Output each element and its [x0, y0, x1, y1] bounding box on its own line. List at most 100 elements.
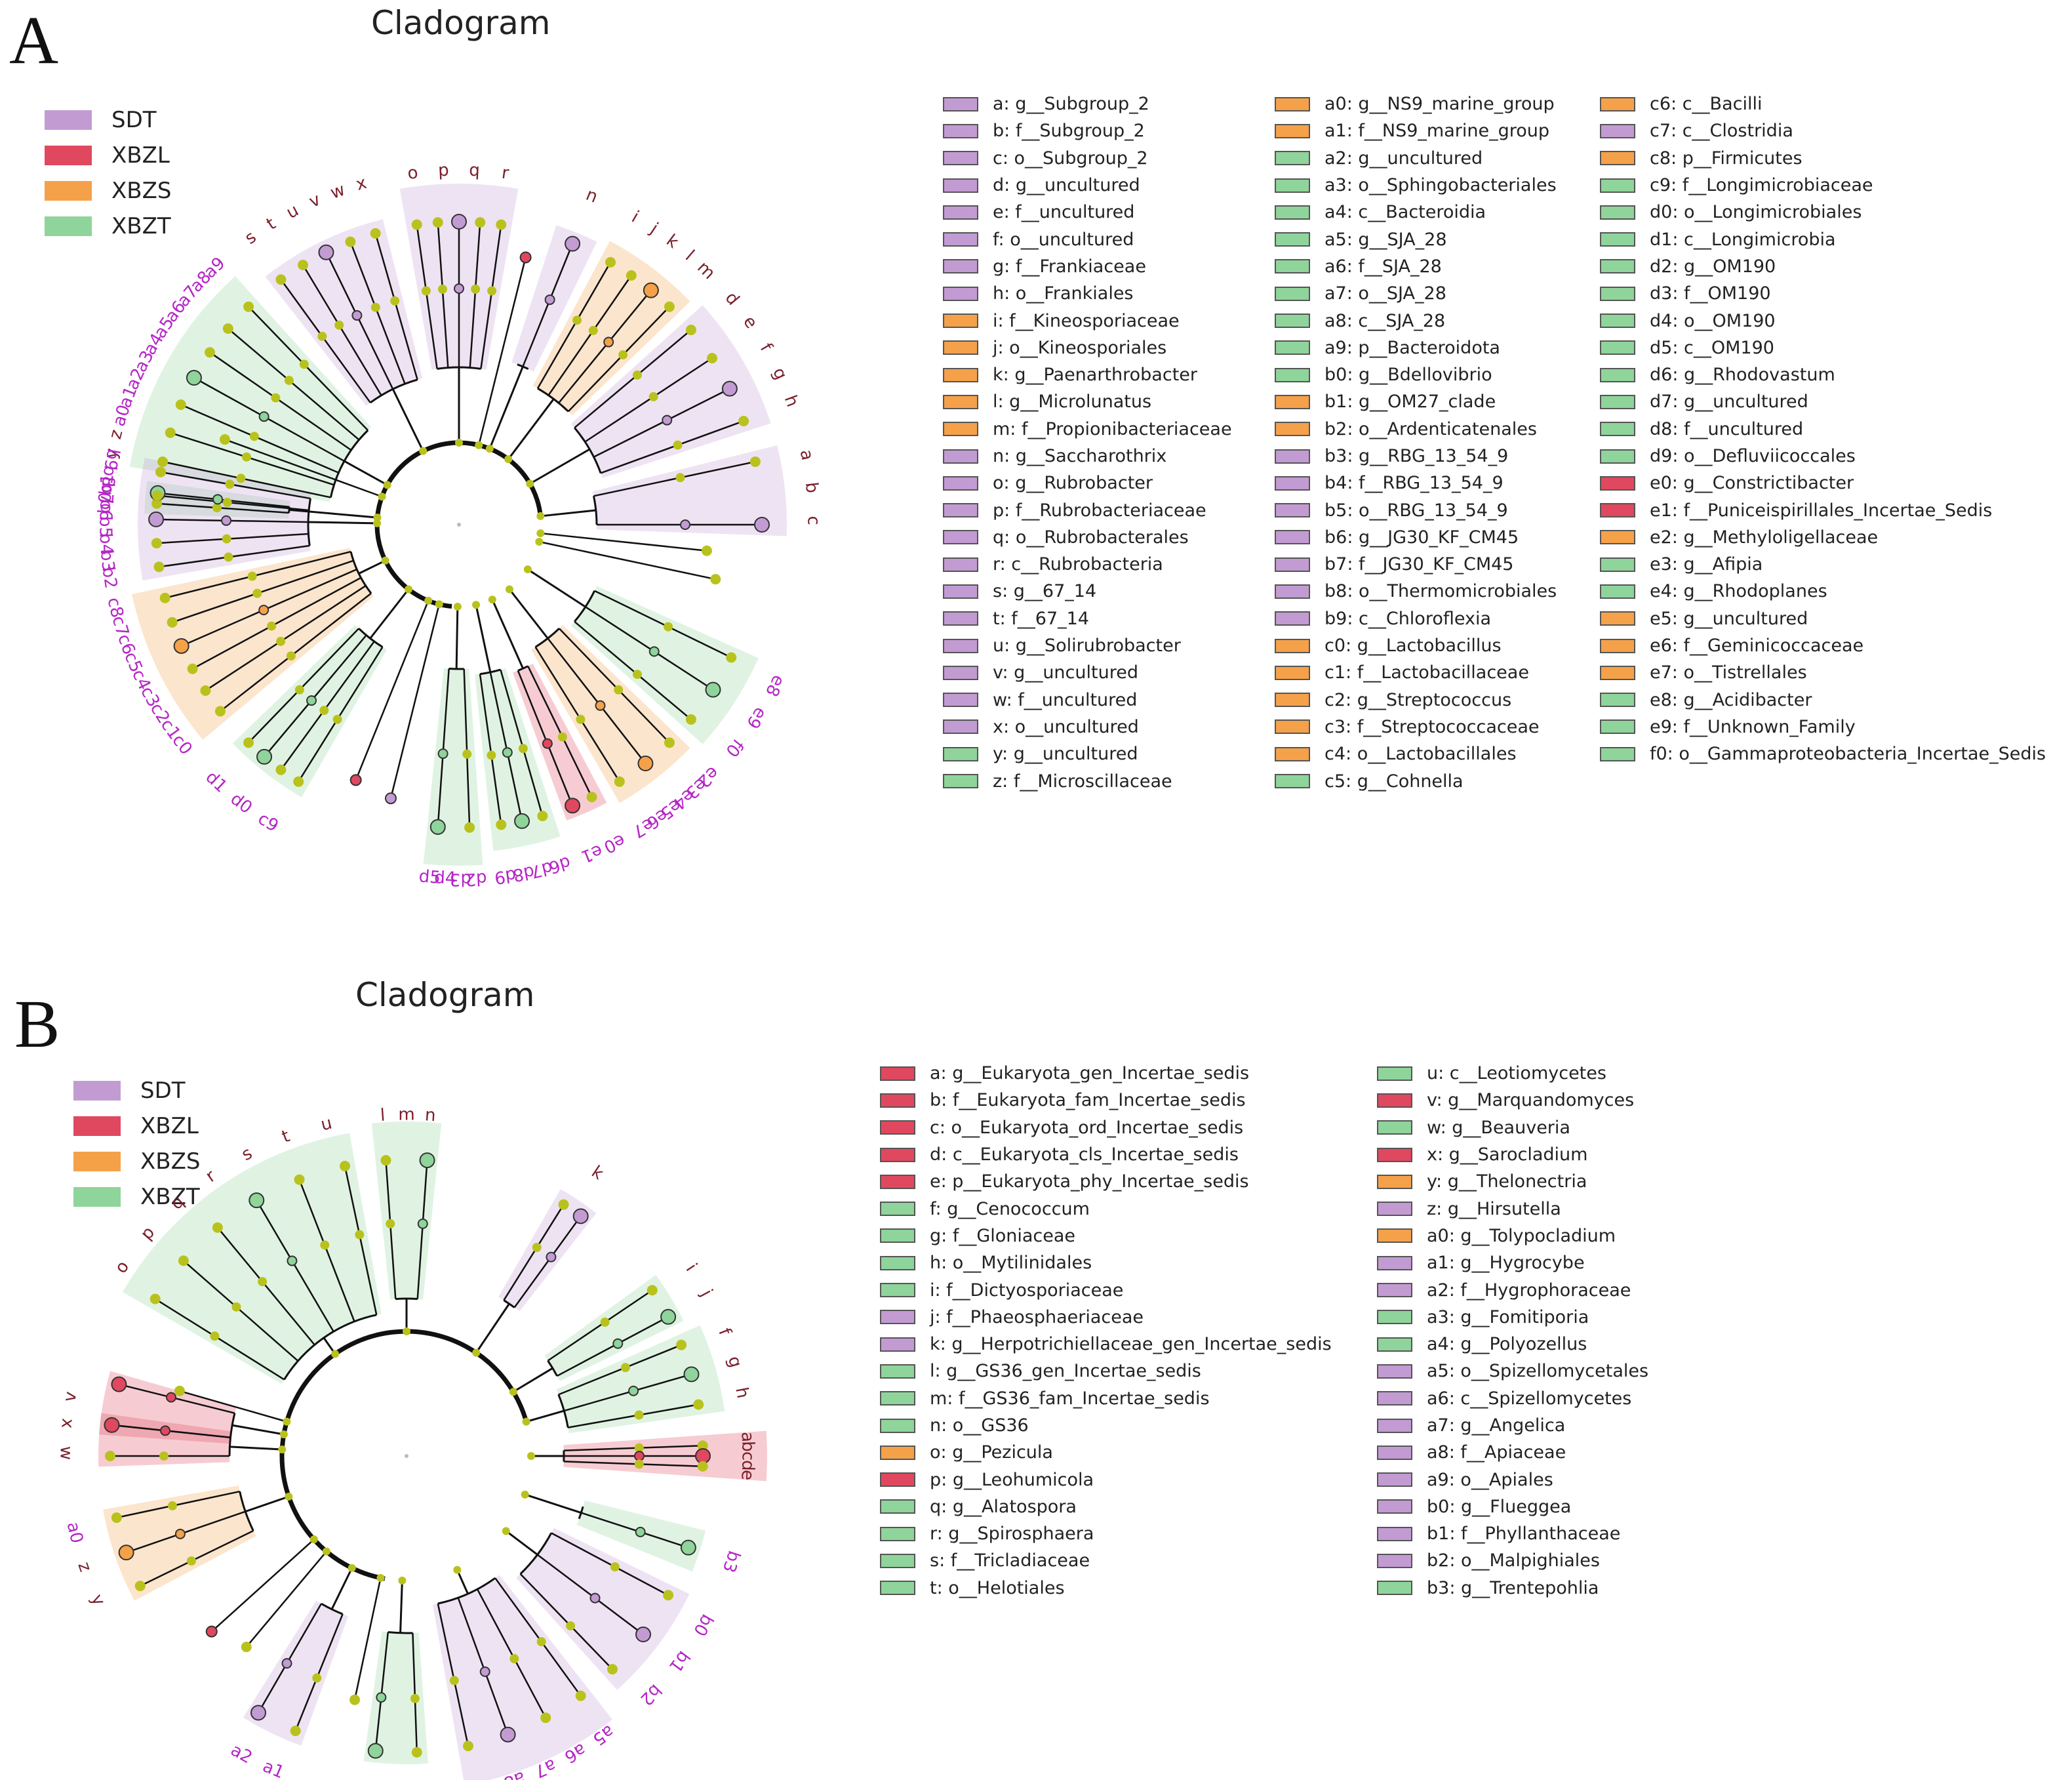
leaf-node	[411, 219, 422, 230]
key-label: j: f__Phaeosphaeriaceae	[930, 1306, 1144, 1327]
key-label: k: g__Herpotrichiellaceae_gen_Incertae_s…	[930, 1334, 1332, 1355]
leaf-branch	[500, 669, 544, 817]
key-swatch	[943, 367, 978, 382]
inner-node	[212, 503, 222, 513]
key-swatch	[1377, 1283, 1412, 1298]
key-label: w: g__Beauveria	[1427, 1117, 1570, 1138]
inner-node	[236, 474, 246, 483]
leaf-node	[664, 301, 675, 312]
taxa-key-column: c6: c__Bacilli c7: c__Clostridia c8: p__Fi…	[1600, 91, 2046, 767]
key-swatch	[943, 746, 978, 761]
leaf-node	[212, 1222, 223, 1233]
leaf-branch	[563, 1373, 692, 1412]
inner-node	[487, 750, 496, 760]
leaf-branch	[600, 420, 744, 474]
key-swatch	[880, 1310, 915, 1325]
tree-label: q	[167, 1192, 188, 1213]
leaf-node	[118, 1545, 134, 1561]
inner-node	[566, 1621, 576, 1630]
leaf-branch	[457, 1597, 509, 1735]
key-row: c: o__Subgroup_2	[943, 145, 1232, 172]
cladogram-title: Cladogram	[371, 4, 551, 42]
key-row: a6: c__Spizellomycetes	[1377, 1385, 1648, 1412]
tree-label: c	[738, 1451, 758, 1461]
key-swatch	[943, 259, 978, 274]
key-swatch	[943, 422, 978, 437]
key-row: a9: p__Bacteroidota	[1275, 334, 1557, 361]
tree-label: f0	[721, 735, 747, 761]
key-label: b2: o__Ardenticatenales	[1325, 418, 1537, 439]
key-swatch	[1600, 205, 1635, 220]
tree-label: b7	[96, 481, 117, 505]
leaf-branch	[539, 540, 716, 580]
key-row: a9: o__Apiales	[1377, 1466, 1648, 1493]
leaf-node	[159, 592, 170, 603]
taxa-key-column: u: c__Leotiomycetes v: g__Marquandomyces w…	[1377, 1060, 1648, 1602]
leaf-node	[726, 652, 737, 663]
legend-item-sdt: SDT	[73, 1073, 201, 1108]
key-row: c1: f__Lactobacillaceae	[1275, 659, 1557, 686]
inner-node	[595, 700, 606, 711]
inner-node	[612, 1338, 624, 1349]
key-swatch	[1275, 178, 1310, 193]
branch-arc	[578, 1506, 584, 1520]
key-label: d5: c__OM190	[1650, 337, 1774, 358]
tree-label: i	[628, 207, 642, 227]
key-row: f: o__uncultured	[943, 226, 1232, 253]
key-swatch	[1275, 314, 1310, 329]
key-label: b3: g__Trentepohlia	[1427, 1577, 1599, 1598]
inner-node	[589, 1592, 601, 1604]
tree-label: d8	[511, 862, 536, 885]
tree-label: r	[202, 1166, 219, 1186]
leaf-node	[697, 1440, 708, 1451]
leaf-node	[340, 1160, 351, 1171]
legend-swatch	[45, 181, 92, 201]
inner-node	[247, 571, 257, 581]
key-swatch	[880, 1120, 915, 1135]
key-label: c1: f__Lactobacillaceae	[1325, 662, 1529, 683]
backbone-arc	[374, 440, 544, 609]
leaf-branch	[558, 628, 670, 744]
branch-line	[245, 1495, 289, 1513]
key-swatch	[1377, 1310, 1412, 1325]
leaf-branch	[248, 628, 360, 744]
branch-arc	[329, 430, 369, 498]
branch-node	[472, 1348, 481, 1357]
inner-node	[502, 747, 513, 758]
inner-node	[536, 1637, 546, 1647]
tree-label: b1	[665, 1647, 694, 1676]
key-label: j: o__Kineosporiales	[993, 337, 1167, 358]
key-label: t: o__Helotiales	[930, 1577, 1065, 1598]
key-row: i: f__Dictyosporiaceae	[880, 1276, 1332, 1303]
key-label: i: f__Dictyosporiaceae	[930, 1280, 1124, 1301]
key-swatch	[1377, 1120, 1412, 1135]
key-row: c9: f__Longimicrobiaceae	[1600, 172, 2046, 199]
key-swatch	[880, 1472, 915, 1487]
key-row: y: g__Thelonectria	[1377, 1168, 1648, 1195]
key-row: d: c__Eukaryota_cls_Incertae_sedis	[880, 1141, 1332, 1168]
panel-letter: A	[9, 3, 59, 78]
key-row: b3: g__Trentepohlia	[1377, 1575, 1648, 1602]
tree-label: b8	[97, 464, 119, 489]
key-swatch	[1377, 1202, 1412, 1217]
key-swatch	[1275, 693, 1310, 708]
key-swatch	[1600, 178, 1635, 193]
key-row: q: g__Alatospora	[880, 1493, 1332, 1520]
leaf-node	[496, 819, 507, 830]
group-legend: SDT XBZL XBZS XBZT	[45, 102, 172, 244]
key-swatch	[1600, 123, 1635, 138]
leaf-node	[175, 399, 186, 411]
key-row: f0: o__Gammaproteobacteria_Incertae_Sedi…	[1600, 740, 2046, 767]
key-row: z: g__Hirsutella	[1377, 1195, 1648, 1222]
leaf-node	[664, 737, 675, 748]
tree-label: t	[263, 214, 279, 234]
branch-node	[502, 1527, 510, 1535]
key-label: b1: g__OM27_clade	[1325, 392, 1496, 413]
key-swatch	[943, 719, 978, 735]
leaf-branch	[556, 1316, 669, 1377]
tree-label: b3	[719, 1548, 744, 1575]
key-swatch	[943, 665, 978, 680]
inner-node	[376, 1691, 387, 1703]
tree-label: y	[101, 447, 122, 460]
leaf-branch	[547, 637, 647, 764]
